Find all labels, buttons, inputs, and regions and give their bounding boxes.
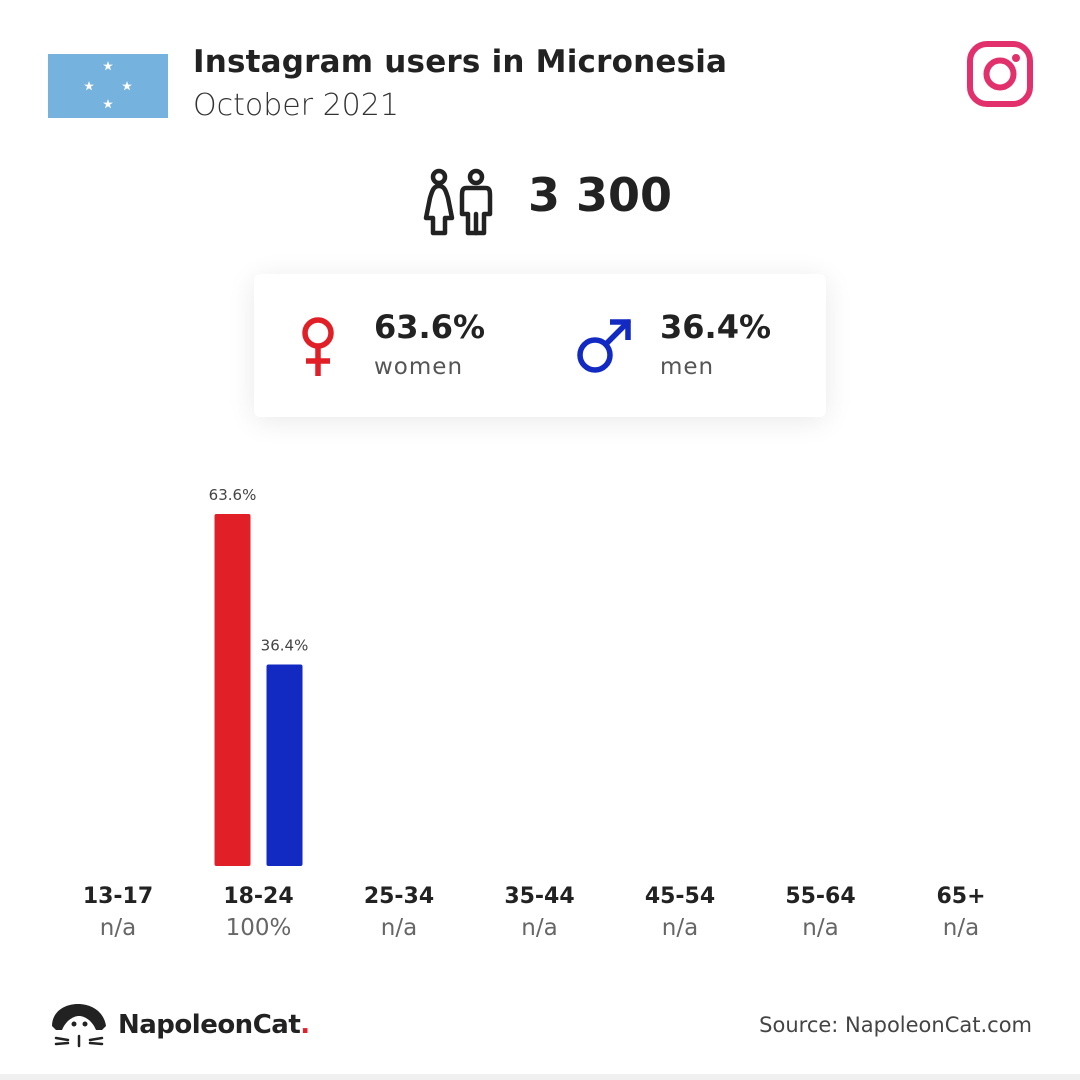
bottom-divider xyxy=(0,1074,1080,1080)
category-share: n/a xyxy=(942,915,980,941)
gender-summary-card: 63.6% women 36.4% men xyxy=(254,274,826,417)
bar-women-18-24 xyxy=(214,514,251,866)
category-label: 13-17 xyxy=(82,884,154,909)
category-share: n/a xyxy=(661,915,699,941)
total-users: 3 300 xyxy=(528,168,673,222)
page-subtitle: October 2021 xyxy=(193,88,399,123)
category-label: 65+ xyxy=(936,884,986,909)
bar-label-men-18-24: 36.4% xyxy=(261,637,309,655)
instagram-icon xyxy=(967,41,1033,107)
category-45-54: 45-54 n/a xyxy=(610,884,750,941)
category-label: 45-54 xyxy=(644,884,716,909)
category-55-64: 55-64 n/a xyxy=(751,884,891,941)
women-label: women xyxy=(374,354,464,380)
male-symbol-icon xyxy=(577,319,631,373)
men-label: men xyxy=(660,354,715,380)
napoleoncat-logo-icon xyxy=(52,1004,106,1048)
micronesia-flag-icon xyxy=(48,54,168,118)
category-18-24: 18-24 100% xyxy=(189,884,329,941)
bar-men-18-24 xyxy=(266,664,303,866)
men-percentage: 36.4% xyxy=(660,308,772,346)
brand-text: NapoleonCat xyxy=(118,1010,301,1040)
brand-dot: . xyxy=(300,1010,310,1040)
age-gender-bar-chart: 63.6% 36.4% xyxy=(209,486,309,866)
category-share: n/a xyxy=(802,915,839,941)
category-25-34: 25-34 n/a xyxy=(329,884,469,941)
category-label: 18-24 xyxy=(223,884,294,909)
category-label: 35-44 xyxy=(504,884,575,909)
women-percentage: 63.6% xyxy=(374,308,486,346)
category-label: 25-34 xyxy=(363,884,435,909)
category-13-17: 13-17 n/a xyxy=(48,884,188,941)
page-title: Instagram users in Micronesia xyxy=(193,44,728,80)
category-share: n/a xyxy=(521,915,558,941)
category-label: 55-64 xyxy=(785,884,856,909)
category-share: n/a xyxy=(99,915,137,941)
people-icon xyxy=(423,168,493,236)
category-share: 100% xyxy=(225,915,292,941)
category-35-44: 35-44 n/a xyxy=(470,884,610,941)
bar-label-women-18-24: 63.6% xyxy=(209,486,257,504)
category-65+: 65+ n/a xyxy=(891,884,1031,941)
category-share: n/a xyxy=(380,915,418,941)
female-symbol-icon xyxy=(302,317,334,376)
brand-name: NapoleonCat. xyxy=(118,1010,310,1040)
source-text: Source: NapoleonCat.com xyxy=(759,1013,1032,1037)
